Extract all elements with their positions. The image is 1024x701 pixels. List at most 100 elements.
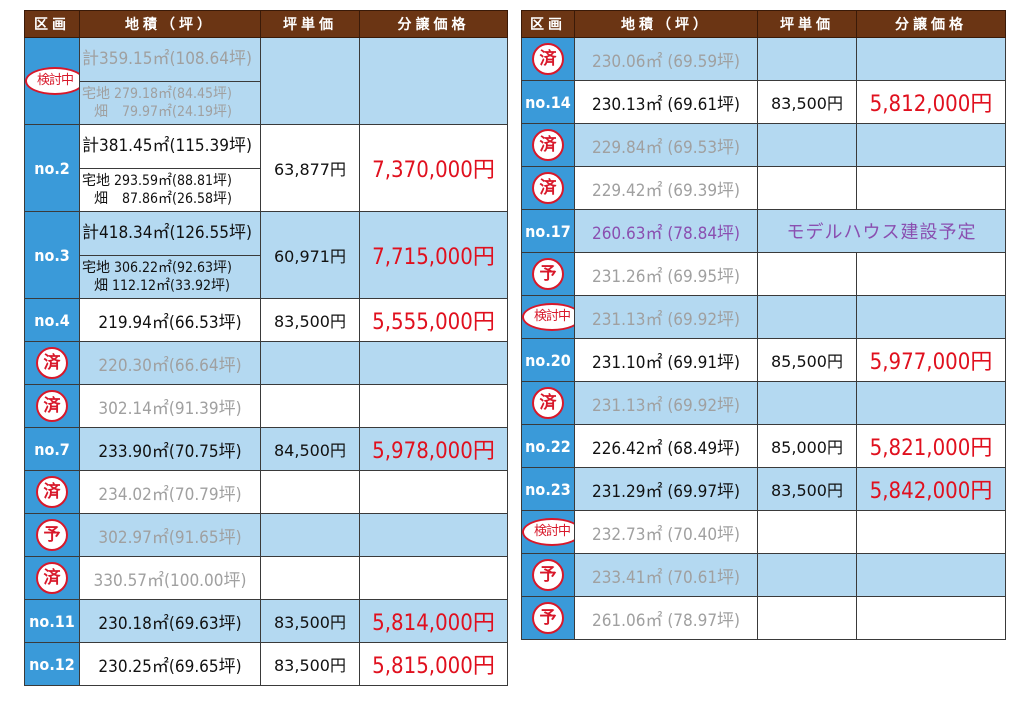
unit-price-cell bbox=[757, 510, 857, 554]
lot-row: no.14 230.13㎡ (69.61坪) 83,500円 5,812,000円 bbox=[521, 80, 1006, 124]
area-field: 畑 112.12㎡(33.92坪) bbox=[94, 278, 230, 294]
header-tanka: 坪単価 bbox=[757, 10, 857, 38]
under-review-stamp: 検討中 bbox=[522, 518, 574, 546]
area-cell: 302.14㎡(91.39坪) bbox=[79, 384, 261, 428]
model-house-note: モデルハウス建設予定 bbox=[757, 209, 1006, 253]
lot-number-label: no.3 bbox=[34, 245, 70, 265]
sale-price-cell bbox=[856, 37, 1006, 81]
sale-price-cell bbox=[856, 295, 1006, 339]
unit-price-cell bbox=[260, 556, 360, 600]
sale-price-cell: 5,977,000円 bbox=[856, 338, 1006, 382]
area-cell: 229.42㎡ (69.39坪) bbox=[574, 166, 758, 210]
lot-number-label: no.17 bbox=[525, 221, 571, 241]
unit-price-cell bbox=[757, 295, 857, 339]
lot-row: 済 220.30㎡(66.64坪) bbox=[24, 341, 508, 385]
area-cell: 230.13㎡ (69.61坪) bbox=[574, 80, 758, 124]
sale-price-cell: 5,842,000円 bbox=[856, 467, 1006, 511]
lot-number-label: no.14 bbox=[525, 92, 571, 112]
under-review-stamp: 検討中 bbox=[522, 303, 574, 331]
under-review-stamp: 検討中 bbox=[25, 67, 79, 95]
lot-row: 予 231.26㎡ (69.95坪) bbox=[521, 252, 1006, 296]
lot-number-cell: 予 bbox=[521, 596, 575, 640]
lot-number-cell: no.22 bbox=[521, 424, 575, 468]
lot-row: no.23 231.29㎡ (69.97坪) 83,500円 5,842,000円 bbox=[521, 467, 1006, 511]
lot-number-cell: no.4 bbox=[24, 298, 80, 342]
lot-number-cell: 済 bbox=[521, 123, 575, 167]
lot-number-cell: no.2 bbox=[24, 124, 80, 212]
sale-price-cell bbox=[856, 123, 1006, 167]
lot-number-cell: 済 bbox=[521, 37, 575, 81]
lot-number-cell: 済 bbox=[24, 470, 80, 514]
lot-number-label: no.23 bbox=[525, 479, 571, 499]
header-row: 区画 地積（坪） 坪単価 分譲価格 bbox=[521, 10, 1006, 38]
lot-row: no.20 231.10㎡ (69.91坪) 85,500円 5,977,000円 bbox=[521, 338, 1006, 382]
area-total: 計381.45㎡(115.39坪) bbox=[80, 126, 260, 169]
header-area: 地積（坪） bbox=[79, 10, 261, 38]
header-price: 分譲価格 bbox=[856, 10, 1006, 38]
unit-price-cell bbox=[757, 553, 857, 597]
area-cell: 219.94㎡(66.53坪) bbox=[79, 298, 261, 342]
unit-price-cell bbox=[757, 37, 857, 81]
header-kukaku: 区画 bbox=[24, 10, 80, 38]
area-residential: 宅地 279.18㎡(84.45坪) bbox=[82, 86, 232, 102]
unit-price-cell: 84,500円 bbox=[260, 427, 360, 471]
sale-price-cell bbox=[359, 341, 508, 385]
area-cell: 330.57㎡(100.00坪) bbox=[79, 556, 261, 600]
lot-row: 検討中 231.13㎡ (69.92坪) bbox=[521, 295, 1006, 339]
area-cell: 260.63㎡ (78.84坪) bbox=[574, 209, 758, 253]
unit-price-cell bbox=[757, 596, 857, 640]
lot-row: 済 234.02㎡(70.79坪) bbox=[24, 470, 508, 514]
lot-row: 済 229.84㎡ (69.53坪) bbox=[521, 123, 1006, 167]
sold-stamp: 済 bbox=[532, 387, 564, 419]
lot-row: 予 302.97㎡(91.65坪) bbox=[24, 513, 508, 557]
lot-number-cell: 予 bbox=[521, 252, 575, 296]
header-row: 区画 地積（坪） 坪単価 分譲価格 bbox=[24, 10, 508, 38]
unit-price-cell bbox=[260, 37, 360, 125]
area-cell: 226.42㎡ (68.49坪) bbox=[574, 424, 758, 468]
lot-row: no.2 計381.45㎡(115.39坪) 宅地 293.59㎡(88.81坪) 畑… bbox=[24, 124, 508, 212]
sold-stamp: 済 bbox=[532, 172, 564, 204]
unit-price-cell bbox=[260, 513, 360, 557]
unit-price-cell: 83,500円 bbox=[260, 599, 360, 643]
unit-price-cell: 63,877円 bbox=[260, 124, 360, 212]
lot-row: 予 261.06㎡ (78.97坪) bbox=[521, 596, 1006, 640]
sale-price-cell: 5,821,000円 bbox=[856, 424, 1006, 468]
lot-table-left: 区画 地積（坪） 坪単価 分譲価格 検討中 計359.15㎡(108.64坪) 宅地… bbox=[24, 10, 508, 686]
header-price: 分譲価格 bbox=[359, 10, 508, 38]
lot-number-cell: 検討中 bbox=[521, 295, 575, 339]
lot-number-cell: 検討中 bbox=[24, 37, 80, 125]
unit-price-cell: 83,500円 bbox=[260, 642, 360, 686]
unit-price-cell bbox=[260, 341, 360, 385]
lot-row: no.22 226.42㎡ (68.49坪) 85,000円 5,821,000円 bbox=[521, 424, 1006, 468]
sale-price-cell bbox=[856, 166, 1006, 210]
sale-price-cell: 5,978,000円 bbox=[359, 427, 508, 471]
unit-price-cell: 60,971円 bbox=[260, 211, 360, 299]
lot-row: 予 233.41㎡ (70.61坪) bbox=[521, 553, 1006, 597]
sale-price-cell bbox=[359, 384, 508, 428]
area-residential: 宅地 306.22㎡(92.63坪) bbox=[82, 260, 232, 276]
sale-price-cell bbox=[359, 470, 508, 514]
sale-price-cell bbox=[359, 556, 508, 600]
lot-row: 検討中 232.73㎡ (70.40坪) bbox=[521, 510, 1006, 554]
lot-number-cell: 予 bbox=[24, 513, 80, 557]
lot-number-label: no.7 bbox=[34, 439, 70, 459]
lot-number-cell: no.14 bbox=[521, 80, 575, 124]
area-cell: 233.41㎡ (70.61坪) bbox=[574, 553, 758, 597]
lot-number-label: no.22 bbox=[525, 436, 571, 456]
area-cell: 230.25㎡(69.65坪) bbox=[79, 642, 261, 686]
area-field: 畑 87.86㎡(26.58坪) bbox=[94, 191, 232, 207]
sale-price-cell: 5,815,000円 bbox=[359, 642, 508, 686]
area-cell: 229.84㎡ (69.53坪) bbox=[574, 123, 758, 167]
lot-number-cell: no.17 bbox=[521, 209, 575, 253]
sale-price-cell bbox=[856, 252, 1006, 296]
sold-stamp: 済 bbox=[36, 347, 68, 379]
unit-price-cell: 83,500円 bbox=[757, 467, 857, 511]
lot-number-cell: 済 bbox=[521, 381, 575, 425]
lot-row: no.4 219.94㎡(66.53坪) 83,500円 5,555,000円 bbox=[24, 298, 508, 342]
lot-number-cell: no.11 bbox=[24, 599, 80, 643]
area-cell: 計418.34㎡(126.55坪) 宅地 306.22㎡(92.63坪) 畑 112… bbox=[79, 211, 261, 299]
area-residential: 宅地 293.59㎡(88.81坪) bbox=[82, 173, 232, 189]
lot-number-cell: no.23 bbox=[521, 467, 575, 511]
header-area: 地積（坪） bbox=[574, 10, 758, 38]
reserved-stamp: 予 bbox=[532, 559, 564, 591]
